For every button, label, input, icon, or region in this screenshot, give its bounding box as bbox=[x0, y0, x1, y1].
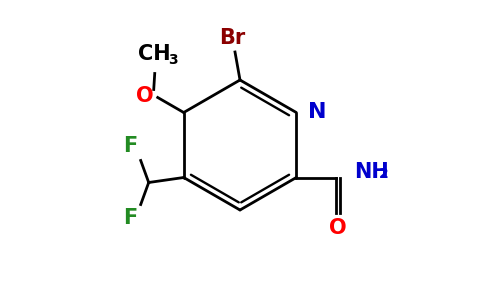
Text: NH: NH bbox=[354, 161, 389, 182]
Text: N: N bbox=[308, 103, 327, 122]
Text: O: O bbox=[136, 86, 154, 106]
Text: F: F bbox=[123, 136, 138, 157]
Text: O: O bbox=[330, 218, 347, 238]
Text: 3: 3 bbox=[168, 52, 177, 67]
Text: 2: 2 bbox=[379, 167, 389, 182]
Text: CH: CH bbox=[138, 44, 171, 64]
Text: F: F bbox=[123, 208, 138, 229]
Text: Br: Br bbox=[219, 28, 245, 48]
